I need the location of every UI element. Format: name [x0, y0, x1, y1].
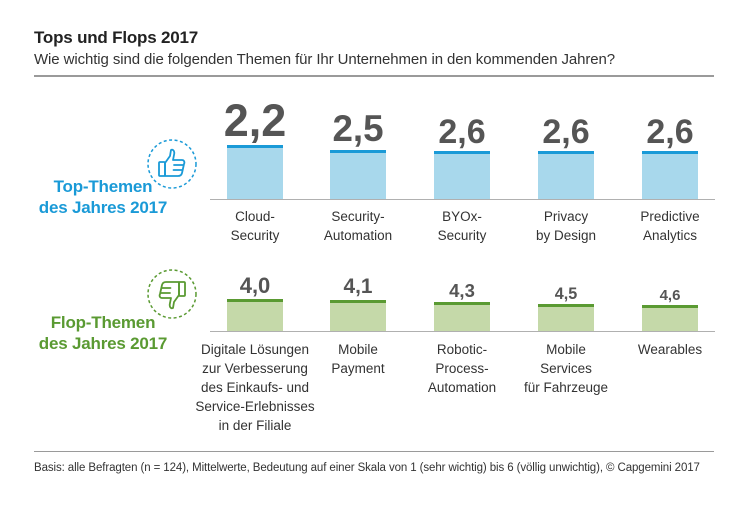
top-bar-cap	[434, 151, 490, 154]
flop-category-label: Mobile Payment	[298, 340, 418, 378]
top-baseline	[210, 199, 715, 200]
top-section-label: Top-Themen des Jahres 2017	[8, 176, 198, 218]
footnote: Basis: alle Befragten (n = 124), Mittelw…	[34, 462, 700, 474]
flop-bar	[227, 299, 283, 331]
flop-category-label-line: Services	[540, 361, 592, 376]
top-category-label-line: Security	[437, 228, 487, 243]
flop-bar-cap	[330, 300, 386, 303]
flop-category-label-line: in der Filiale	[218, 418, 292, 433]
flop-category-label-line: Automation	[427, 380, 497, 395]
top-bar-cap	[538, 151, 594, 154]
top-value-label: 2,6	[542, 113, 590, 151]
flop-category-label-line: Payment	[331, 361, 385, 376]
top-category-label-line: by Design	[535, 228, 597, 243]
top-value-label: 2,6	[646, 113, 694, 151]
flop-bar	[434, 302, 490, 331]
flop-category-label-line: Process-	[435, 361, 489, 376]
top-category-label-line: Cloud-	[235, 209, 275, 224]
top-category-label-line: Analytics	[642, 228, 698, 243]
top-category-label: Cloud- Security	[195, 207, 315, 245]
top-divider	[34, 75, 714, 77]
top-category-label-line: BYOx-	[442, 209, 482, 224]
flop-category-label-line: Robotic-	[436, 342, 488, 357]
flop-baseline	[210, 331, 715, 332]
top-bar	[434, 151, 490, 199]
flop-category-label-line: Service-Erlebnisses	[195, 399, 315, 414]
flop-category-label: Mobile Services für Fahrzeuge	[506, 340, 626, 397]
flop-value-label: 4,5	[554, 284, 578, 303]
thumbs-up-icon	[147, 139, 197, 189]
top-category-label: Privacy by Design	[506, 207, 626, 245]
top-category-label-line: Security-	[331, 209, 385, 224]
top-bar-cap	[227, 145, 283, 148]
flop-bar	[642, 305, 698, 331]
flop-category-label-line: für Fahrzeuge	[523, 380, 609, 395]
flop-value-label: 4,0	[239, 273, 271, 298]
top-bar	[330, 149, 386, 199]
flop-value-label: 4,6	[659, 287, 681, 304]
flop-bar	[538, 304, 594, 331]
top-section-label-line2: des Jahres 2017	[38, 198, 168, 217]
top-category-label-line: Security	[230, 228, 280, 243]
flop-category-label: Robotic- Process- Automation	[402, 340, 522, 397]
flop-bar-cap	[538, 304, 594, 307]
flop-category-label-line: des Einkaufs- und	[200, 380, 310, 395]
top-category-label-line: Predictive	[640, 209, 700, 224]
top-value-label: 2,6	[438, 113, 486, 151]
chart-subtitle: Wie wichtig sind die folgenden Themen fü…	[34, 51, 616, 68]
flop-section-label-line1: Flop-Themen	[50, 313, 156, 332]
flop-category-label-line: Wearables	[637, 342, 703, 357]
flop-category-label-line: Digitale Lösungen	[200, 342, 310, 357]
top-section-label-line1: Top-Themen	[53, 177, 153, 196]
thumbs-down-icon	[147, 269, 197, 319]
top-category-label: Security- Automation	[298, 207, 418, 245]
top-value-label: 2,2	[223, 95, 287, 146]
flop-bar-cap	[642, 305, 698, 308]
top-category-label-line: Automation	[323, 228, 393, 243]
flop-section-label: Flop-Themen des Jahres 2017	[8, 312, 198, 354]
top-category-label-line: Privacy	[543, 209, 589, 224]
flop-bar-cap	[434, 302, 490, 305]
flop-category-label: Digitale Lösungen zur Verbesserung des Ein…	[195, 340, 315, 435]
flop-category-label-line: Mobile	[338, 342, 378, 357]
top-bar	[227, 145, 283, 199]
bottom-divider	[34, 451, 714, 452]
top-category-label: Predictive Analytics	[610, 207, 730, 245]
top-bar-cap	[642, 151, 698, 154]
top-bar	[538, 151, 594, 199]
flop-value-label: 4,3	[449, 279, 475, 301]
flop-bar-cap	[227, 299, 283, 302]
top-bar-cap	[330, 149, 386, 153]
flop-category-label-line: zur Verbesserung	[202, 361, 308, 376]
flop-category-label-line: Mobile	[546, 342, 586, 357]
top-category-label: BYOx- Security	[402, 207, 522, 245]
flop-section-label-line2: des Jahres 2017	[38, 334, 168, 353]
flop-bar	[330, 300, 386, 331]
top-bar	[642, 151, 698, 199]
flop-category-label: Wearables	[610, 340, 730, 359]
chart-title: Tops und Flops 2017	[34, 28, 199, 47]
top-value-label: 2,5	[332, 107, 384, 149]
flop-value-label: 4,1	[343, 275, 373, 299]
